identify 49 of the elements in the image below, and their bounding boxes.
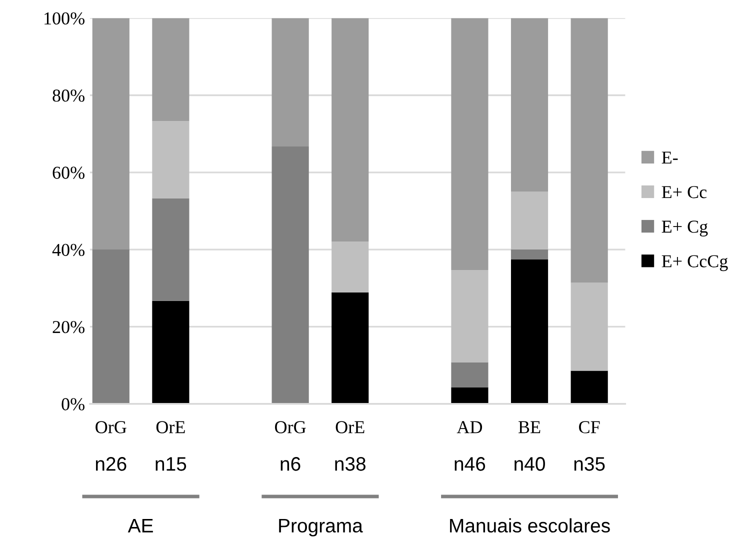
legend-label: E+ Cc — [662, 186, 707, 198]
text: n40 — [514, 457, 545, 471]
x-tick-label: OrE — [336, 421, 364, 434]
bar — [332, 241, 369, 292]
y-tick-label: 60% — [52, 166, 84, 179]
x-tick-label: CF — [579, 421, 600, 434]
bar — [510, 259, 548, 404]
y-tick-label: 100% — [44, 12, 84, 25]
legend-label: E+ CcCg — [662, 255, 728, 272]
legend-label: E- — [662, 152, 678, 164]
x-tick-label: OrE — [156, 421, 185, 434]
bar — [332, 292, 369, 404]
bar — [272, 146, 309, 404]
bar — [570, 370, 608, 404]
x-tick-label: BE — [518, 421, 540, 434]
bar — [152, 121, 190, 198]
text: n46 — [454, 457, 486, 471]
bar — [510, 250, 548, 260]
text: AE — [128, 518, 153, 532]
bar — [451, 387, 488, 404]
y-tick-label: 40% — [52, 244, 84, 256]
y-tick-label: 80% — [52, 90, 84, 102]
text: n35 — [574, 457, 605, 471]
text: n6 — [280, 457, 300, 471]
text: Manuais escolares — [450, 518, 610, 533]
bar — [570, 18, 608, 283]
y-tick-label: 0% — [62, 398, 84, 410]
x-tick-label: OrG — [96, 421, 126, 434]
x-tick-label: OrG — [275, 421, 306, 434]
bar — [152, 300, 190, 404]
text: n15 — [156, 457, 186, 471]
bar — [332, 18, 369, 242]
text: Programa — [279, 518, 363, 536]
bar — [570, 282, 608, 371]
x-tick-label: AD — [456, 421, 482, 434]
y-tick-label: 20% — [52, 320, 84, 334]
bar — [451, 18, 488, 270]
bar — [510, 192, 548, 250]
bar — [451, 362, 488, 388]
bar — [152, 18, 190, 122]
legend-label: E+ Cg — [662, 220, 708, 236]
bar — [92, 18, 130, 250]
bar — [272, 18, 309, 147]
bar — [152, 198, 190, 301]
text: n38 — [335, 457, 366, 471]
bar — [510, 18, 548, 192]
text: n26 — [96, 457, 126, 471]
bar — [92, 250, 130, 404]
bar — [451, 270, 488, 362]
